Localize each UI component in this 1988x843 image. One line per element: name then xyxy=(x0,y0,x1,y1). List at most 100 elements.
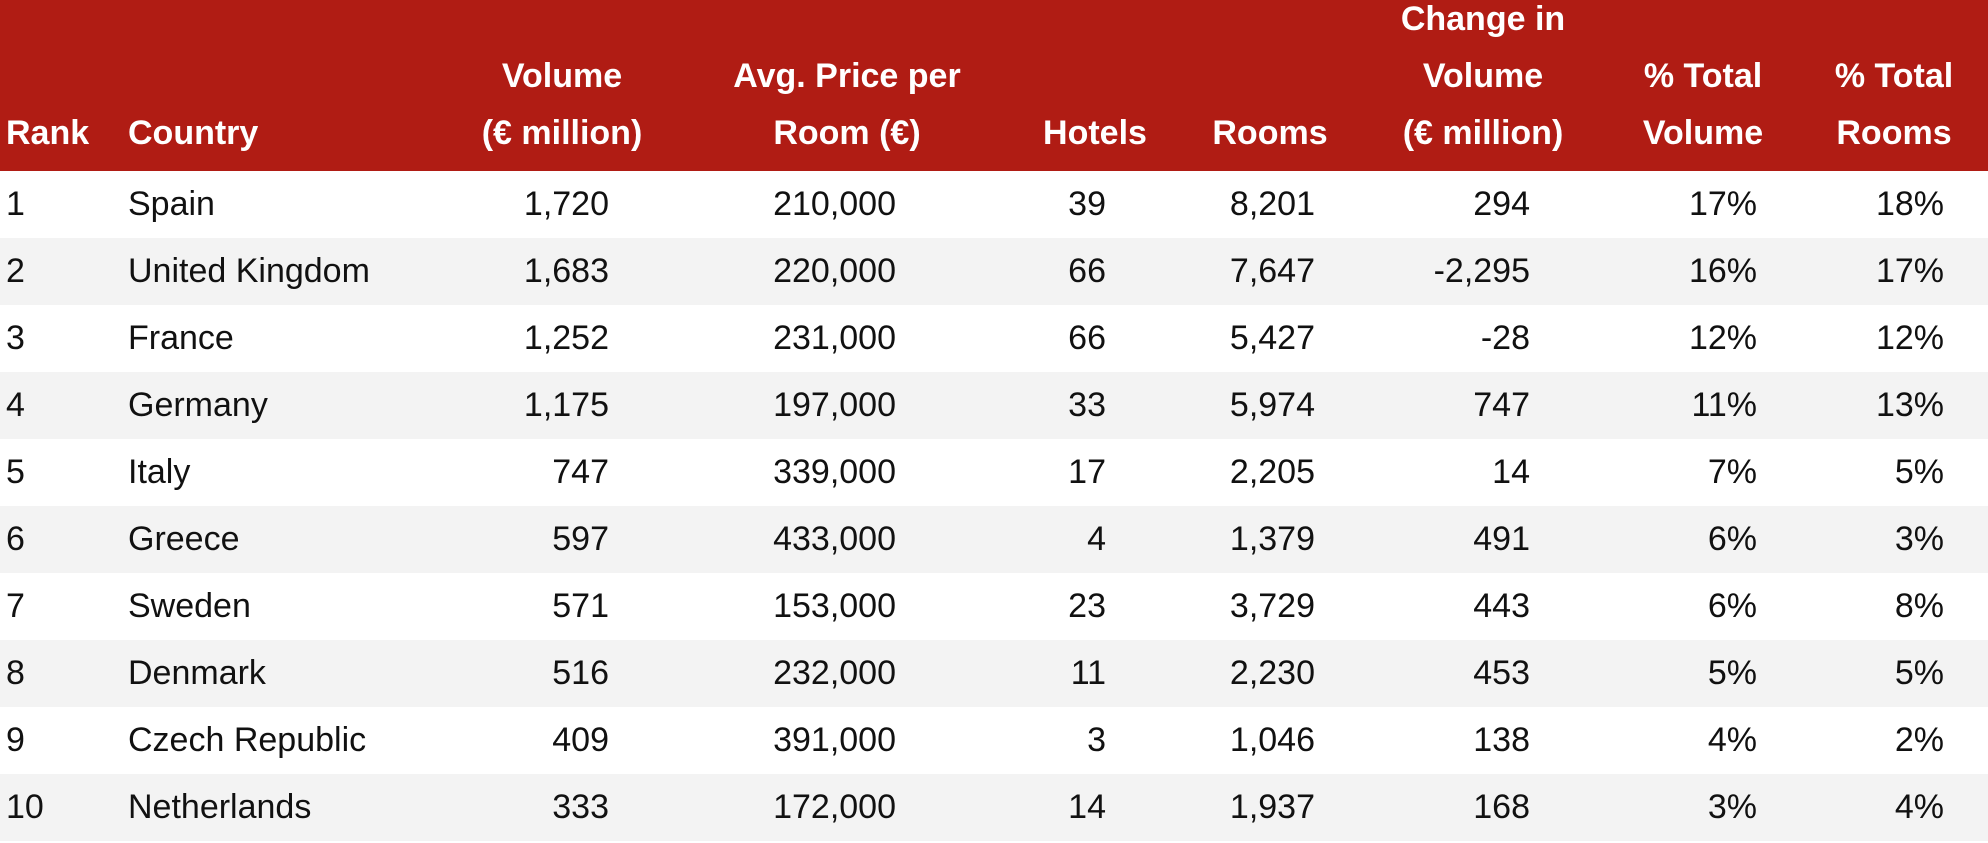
table-cell: 597 xyxy=(552,520,609,558)
table-cell: 1,252 xyxy=(523,319,609,357)
table-cell: 8,201 xyxy=(1229,185,1315,223)
table-cell: 1,379 xyxy=(1229,520,1315,558)
table-cell: 3% xyxy=(1707,788,1757,826)
header-text: Volume xyxy=(1642,114,1764,152)
table-cell: 3% xyxy=(1894,520,1944,558)
table-cell: 571 xyxy=(552,587,609,625)
header-text: Volume xyxy=(1422,57,1544,95)
table-cell: Sweden xyxy=(128,587,251,625)
table-cell: 1,683 xyxy=(523,252,609,290)
table-cell: 2% xyxy=(1894,721,1944,759)
table-cell: 294 xyxy=(1473,185,1530,223)
table-cell: 3 xyxy=(1087,721,1106,759)
header-cell: Country xyxy=(128,105,258,162)
table-cell: 491 xyxy=(1473,520,1530,558)
table-cell: 17 xyxy=(1068,453,1106,491)
table-cell: Denmark xyxy=(128,654,266,692)
table-cell: Germany xyxy=(128,386,268,424)
table-cell: Spain xyxy=(128,185,215,223)
table-cell: 1,720 xyxy=(523,185,609,223)
table-row: 1 Spain 1,720 210,000 39 8,201 294 17% 18% xyxy=(0,171,1988,238)
table-cell: 7,647 xyxy=(1229,252,1315,290)
header-text: Change in xyxy=(1400,0,1566,38)
header-cell: % Total Rooms xyxy=(1835,48,1953,162)
header-text: % Total xyxy=(1643,57,1763,95)
table-cell: 8 xyxy=(6,654,25,692)
table-cell: Greece xyxy=(128,520,240,558)
table-cell: 1,937 xyxy=(1229,788,1315,826)
table-row: 6 Greece 597 433,000 4 1,379 491 6% 3% xyxy=(0,506,1988,573)
table-cell: 5% xyxy=(1894,453,1944,491)
table-cell: 13% xyxy=(1875,386,1944,424)
table-cell: 747 xyxy=(1473,386,1530,424)
table-cell: 210,000 xyxy=(773,185,896,223)
table-cell: 172,000 xyxy=(773,788,896,826)
table-cell: 6 xyxy=(6,520,25,558)
table-cell: 4 xyxy=(6,386,25,424)
header-text: Room (€) xyxy=(773,114,921,152)
table-cell: 10 xyxy=(6,788,44,826)
header-cell: Change in Volume (€ million) xyxy=(1401,0,1565,162)
table-cell: 1,046 xyxy=(1229,721,1315,759)
header-cell: Rank xyxy=(6,105,89,162)
table-cell: 3 xyxy=(6,319,25,357)
table-cell: 4% xyxy=(1894,788,1944,826)
table-cell: 339,000 xyxy=(773,453,896,491)
table-cell: 4% xyxy=(1707,721,1757,759)
table-cell: 197,000 xyxy=(773,386,896,424)
table-cell: 453 xyxy=(1473,654,1530,692)
table-cell: 1 xyxy=(6,185,25,223)
table-cell: 33 xyxy=(1068,386,1106,424)
table-cell: 14 xyxy=(1068,788,1106,826)
table-row: 5 Italy 747 339,000 17 2,205 14 7% 5% xyxy=(0,439,1988,506)
table-cell: 2 xyxy=(6,252,25,290)
header-text: Rooms xyxy=(1212,114,1328,152)
table-cell: 9 xyxy=(6,721,25,759)
table-cell: 11% xyxy=(1691,386,1757,424)
table-cell: -28 xyxy=(1480,319,1530,357)
table-cell: 232,000 xyxy=(773,654,896,692)
table-cell: 3,729 xyxy=(1229,587,1315,625)
table-cell: 168 xyxy=(1473,788,1530,826)
table-cell: Netherlands xyxy=(128,788,312,826)
table-cell: 2,205 xyxy=(1229,453,1315,491)
table-cell: 153,000 xyxy=(773,587,896,625)
table-row: 7 Sweden 571 153,000 23 3,729 443 6% 8% xyxy=(0,573,1988,640)
table-cell: France xyxy=(128,319,234,357)
header-text: Hotels xyxy=(1043,114,1147,152)
table-cell: United Kingdom xyxy=(128,252,370,290)
header-text: Rooms xyxy=(1836,114,1952,152)
table-cell: 220,000 xyxy=(773,252,896,290)
table-cell: 5% xyxy=(1707,654,1757,692)
table-cell: 8% xyxy=(1894,587,1944,625)
table-cell: 17% xyxy=(1875,252,1944,290)
table-row: 10 Netherlands 333 172,000 14 1,937 168 3% 4% xyxy=(0,774,1988,841)
table-cell: 5% xyxy=(1894,654,1944,692)
table-cell: 14 xyxy=(1492,453,1530,491)
table-row: 4 Germany 1,175 197,000 33 5,974 747 11% 13% xyxy=(0,372,1988,439)
table-cell: 516 xyxy=(552,654,609,692)
table-cell: 6% xyxy=(1707,587,1757,625)
header-text: % Total xyxy=(1834,57,1954,95)
header-cell: % Total Volume xyxy=(1643,48,1763,162)
table-cell: 409 xyxy=(552,721,609,759)
header-cell: Rooms xyxy=(1212,105,1327,162)
header-cell: Avg. Price per Room (€) xyxy=(733,48,960,162)
table-cell: -2,295 xyxy=(1433,252,1530,290)
table-cell: 7% xyxy=(1707,453,1757,491)
header-cell: Hotels xyxy=(1043,105,1147,162)
table-cell: 6% xyxy=(1707,520,1757,558)
header-text: (€ million) xyxy=(481,114,643,152)
table-cell: 18% xyxy=(1875,185,1944,223)
table-cell: 1,175 xyxy=(523,386,609,424)
table-cell: Czech Republic xyxy=(128,721,367,759)
table-row: 2 United Kingdom 1,683 220,000 66 7,647 -2,295… xyxy=(0,238,1988,305)
table-cell: 4 xyxy=(1087,520,1106,558)
table-cell: 5,974 xyxy=(1229,386,1315,424)
table-cell: 7 xyxy=(6,587,25,625)
table-cell: 11 xyxy=(1070,654,1106,692)
table-cell: 39 xyxy=(1068,185,1106,223)
table-cell: 16% xyxy=(1688,252,1757,290)
table-row: 8 Denmark 516 232,000 11 2,230 453 5% 5% xyxy=(0,640,1988,707)
